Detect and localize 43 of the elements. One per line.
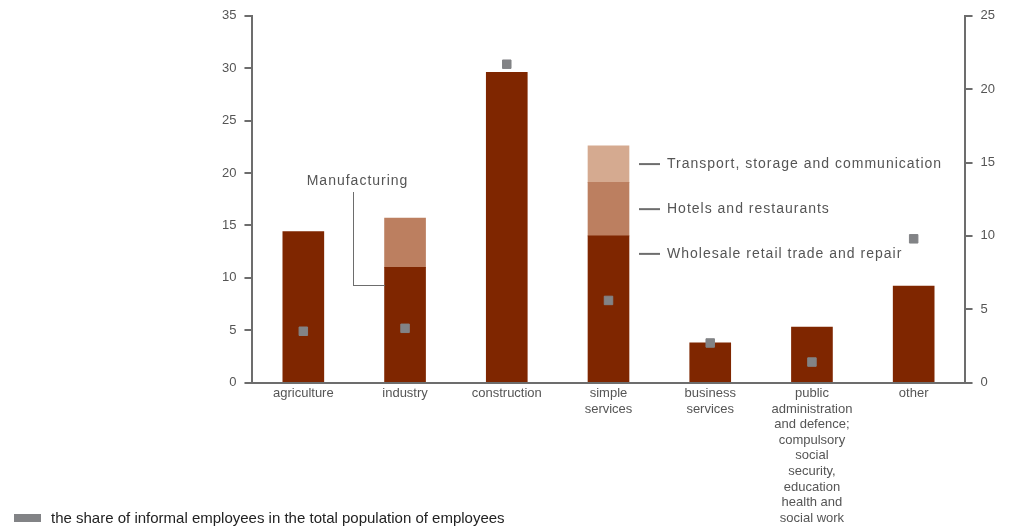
point [807,357,817,367]
point [298,326,309,336]
y-tick-label: 0 [229,374,237,390]
x-tick-label: other [898,384,930,400]
bar [587,145,630,183]
y-tick-label: 20 [221,164,237,180]
y2-tick-label: 15 [980,154,996,170]
x-tick-label: agriculture [272,384,334,400]
x-tick-label: industry [382,384,429,400]
annotation: Manufacturing [306,172,409,189]
x-tick-label: business services [684,384,737,416]
y2-tick-label: 25 [980,7,996,23]
annotation: Hotels and restaurants [667,200,830,217]
x-tick-label: construction [471,384,542,400]
point [400,323,410,334]
x-tick-label: simple services [584,384,633,416]
y2-tick-label: 10 [980,227,996,243]
y-tick-label: 5 [229,321,237,337]
point [705,338,715,348]
legend-label: the share of informal employees in the total population of employees [51,509,505,526]
y2-tick-label: 5 [980,300,988,316]
category-label: public administration and defence; compulsory social security, education health and social work [771,384,853,525]
bar [791,326,833,382]
bar [384,266,426,382]
y-tick-label: 10 [221,269,237,285]
y-tick-label: 30 [221,59,237,75]
bar [587,182,630,237]
y-tick-label: 25 [221,112,237,128]
y2-tick-label: 0 [980,374,988,390]
point [502,59,512,69]
bar [384,217,426,268]
point [603,295,614,306]
y-tick-label: 15 [221,216,237,232]
bar [892,285,935,382]
annotation: Wholesale retail trade and repair [667,244,903,261]
annotation: Transport, storage and communication [667,154,943,171]
bar [689,342,732,382]
bar [587,235,630,382]
y2-tick-label: 20 [980,80,996,96]
point [908,234,919,244]
bar [282,231,325,382]
y-tick-label: 35 [221,7,237,23]
bar [485,72,528,382]
